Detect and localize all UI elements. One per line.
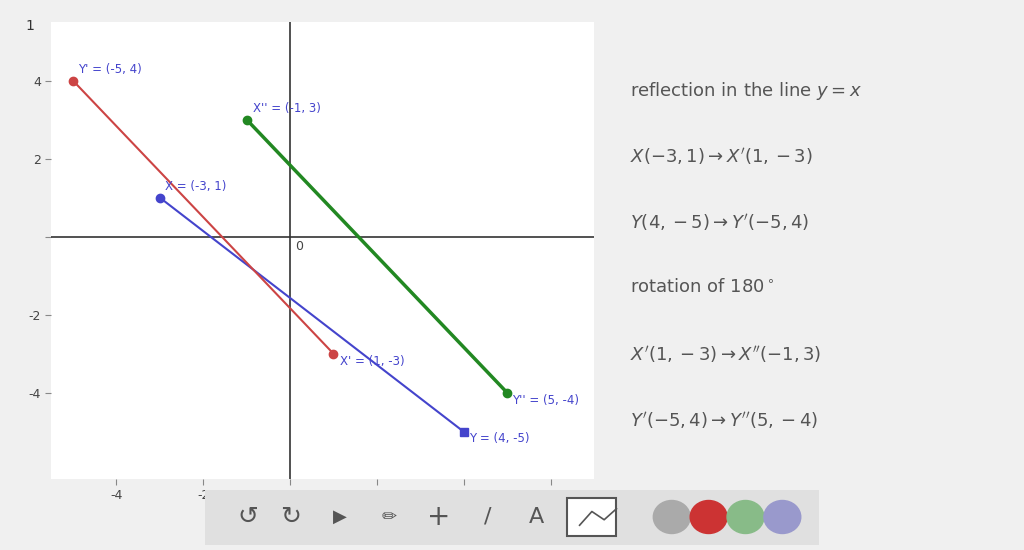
Text: $X'(1,-3) \rightarrow X''(-1,3)$: $X'(1,-3) \rightarrow X''(-1,3)$: [630, 344, 821, 365]
Circle shape: [764, 500, 801, 534]
Text: X'' = (-1, 3): X'' = (-1, 3): [253, 102, 321, 115]
Text: /: /: [483, 507, 492, 527]
Text: reflection in the line $y = x$: reflection in the line $y = x$: [630, 80, 862, 102]
Text: $X(-3,1) \rightarrow X'(1,-3)$: $X(-3,1) \rightarrow X'(1,-3)$: [630, 146, 812, 167]
Text: +: +: [427, 503, 450, 531]
Text: A: A: [529, 507, 544, 527]
Circle shape: [727, 500, 764, 534]
Text: ✏: ✏: [382, 508, 396, 526]
Text: rotation of $180^\circ$: rotation of $180^\circ$: [630, 278, 774, 296]
Text: X = (-3, 1): X = (-3, 1): [165, 180, 226, 193]
Text: 1: 1: [26, 19, 35, 33]
Text: X' = (1, -3): X' = (1, -3): [340, 355, 404, 368]
Text: ↺: ↺: [238, 505, 258, 529]
Text: $Y'(-5,4) \rightarrow Y''(5,-4)$: $Y'(-5,4) \rightarrow Y''(5,-4)$: [630, 410, 818, 431]
Text: Y' = (-5, 4): Y' = (-5, 4): [78, 63, 142, 76]
Text: Y = (4, -5): Y = (4, -5): [469, 432, 529, 446]
Text: 0: 0: [295, 240, 303, 252]
Circle shape: [653, 500, 690, 534]
Circle shape: [690, 500, 727, 534]
Text: ▶: ▶: [333, 508, 347, 526]
Text: ↻: ↻: [281, 505, 301, 529]
FancyBboxPatch shape: [567, 498, 616, 536]
FancyBboxPatch shape: [202, 487, 822, 547]
Text: Y'' = (5, -4): Y'' = (5, -4): [512, 394, 580, 408]
Text: $Y(4,-5) \rightarrow Y'(-5,4)$: $Y(4,-5) \rightarrow Y'(-5,4)$: [630, 212, 809, 233]
